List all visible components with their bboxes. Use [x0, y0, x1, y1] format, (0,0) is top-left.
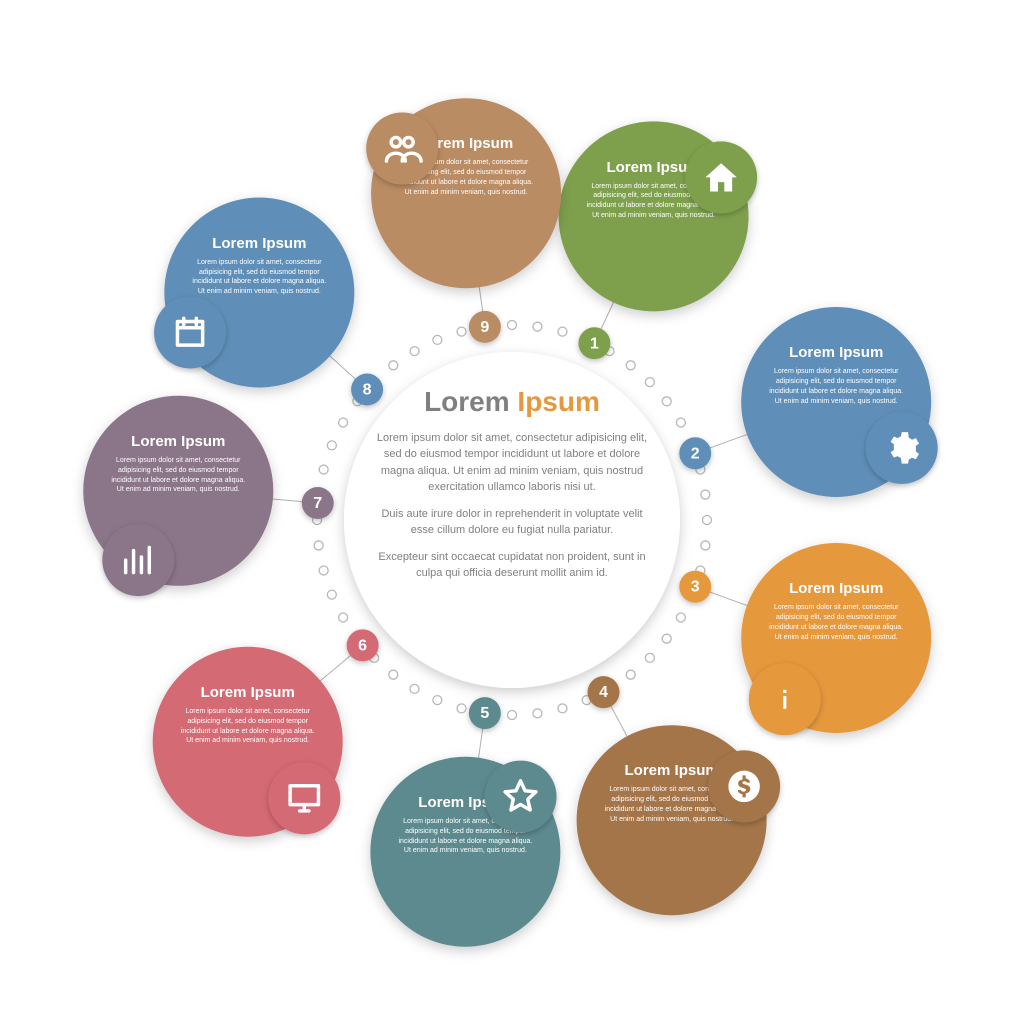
node-body: Lorem ipsum dolor sit amet, consectetur … — [176, 707, 319, 746]
ring-dot — [626, 361, 635, 370]
node-3: Lorem Ipsum Lorem ipsum dolor sit amet, … — [741, 543, 931, 735]
node-body: Lorem ipsum dolor sit amet, consectetur … — [765, 603, 908, 642]
ring-dot — [319, 566, 328, 575]
number-badge-text: 9 — [480, 319, 489, 336]
info-icon — [783, 690, 786, 709]
number-badge-text: 7 — [313, 495, 322, 512]
ring-dot — [410, 347, 419, 356]
center-circle: Lorem Ipsum Lorem ipsum dolor sit amet, … — [344, 352, 680, 688]
circular-infographic: 123456789 Lorem Ipsum Lorem ipsum dolor … — [0, 0, 1024, 1024]
node-title: Lorem Ipsum — [765, 580, 908, 597]
ring-dot — [314, 541, 323, 550]
ring-dot — [558, 704, 567, 713]
icon-circle — [366, 112, 438, 184]
number-badge-text: 5 — [480, 705, 489, 722]
ring-dot — [645, 653, 654, 662]
ring-dot — [701, 490, 710, 499]
number-badge-text: 6 — [358, 637, 367, 654]
ring-dot — [533, 709, 542, 718]
icon-circle — [268, 762, 340, 834]
node-8: Lorem Ipsum Lorem ipsum dolor sit amet, … — [154, 197, 354, 387]
ring-dot — [703, 516, 712, 525]
ring-dot — [339, 613, 348, 622]
ring-dot — [457, 704, 466, 713]
ring-dot — [319, 465, 328, 474]
ring-dot — [701, 541, 710, 550]
node-2: Lorem Ipsum Lorem ipsum dolor sit amet, … — [741, 307, 938, 497]
center-body: Lorem ipsum dolor sit amet, consectetur … — [369, 430, 655, 582]
center-title: Lorem Ipsum — [369, 386, 655, 418]
node-title: Lorem Ipsum — [188, 235, 331, 252]
icon-circle — [102, 524, 174, 596]
node-body: Lorem ipsum dolor sit amet, consectetur … — [188, 258, 331, 297]
node-1: Lorem Ipsum Lorem ipsum dolor sit amet, … — [559, 121, 758, 311]
ring-dot — [508, 321, 517, 330]
number-badge-text: 2 — [691, 445, 700, 462]
node-4: Lorem Ipsum Lorem ipsum dolor sit amet, … — [577, 725, 781, 915]
ring-dot — [508, 711, 517, 720]
ring-dot — [389, 670, 398, 679]
ring-dot — [533, 322, 542, 331]
ring-dot — [558, 327, 567, 336]
node-6: Lorem Ipsum Lorem ipsum dolor sit amet, … — [153, 647, 343, 837]
icon-circle — [485, 761, 557, 833]
ring-dot — [662, 634, 671, 643]
node-body: Lorem ipsum dolor sit amet, consectetur … — [107, 456, 250, 495]
ring-dot — [327, 590, 336, 599]
ring-dot — [433, 696, 442, 705]
node-title: Lorem Ipsum — [176, 684, 319, 701]
number-badge-text: 4 — [599, 684, 608, 701]
number-badge-text: 1 — [590, 335, 599, 352]
node-7: Lorem Ipsum Lorem ipsum dolor sit amet, … — [83, 396, 273, 596]
icon-circle — [154, 296, 226, 368]
icon-circle — [708, 750, 780, 822]
ring-dot — [339, 418, 348, 427]
ring-dot — [433, 335, 442, 344]
number-badge-text: 3 — [691, 579, 700, 596]
ring-dot — [389, 361, 398, 370]
node-title: Lorem Ipsum — [107, 433, 250, 450]
node-body: Lorem ipsum dolor sit amet, consectetur … — [765, 367, 908, 406]
ring-dot — [676, 613, 685, 622]
node-9: Lorem Ipsum Lorem ipsum dolor sit amet, … — [366, 98, 561, 288]
ring-dot — [410, 684, 419, 693]
ring-dot — [327, 441, 336, 450]
center-text: Lorem Ipsum Lorem ipsum dolor sit amet, … — [369, 386, 655, 646]
ring-dot — [676, 418, 685, 427]
node-5: Lorem Ipsum Lorem ipsum dolor sit amet, … — [370, 757, 560, 947]
ring-dot — [626, 670, 635, 679]
ring-dot — [457, 327, 466, 336]
ring-dot — [662, 397, 671, 406]
node-title: Lorem Ipsum — [765, 344, 908, 361]
